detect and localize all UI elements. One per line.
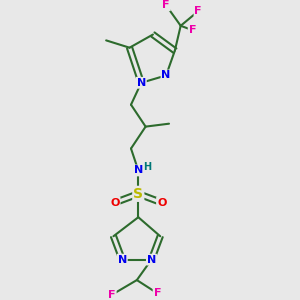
Text: N: N <box>147 255 156 265</box>
Text: F: F <box>108 290 116 300</box>
Text: O: O <box>157 198 166 208</box>
Text: F: F <box>154 288 161 298</box>
Text: N: N <box>134 166 143 176</box>
Text: N: N <box>118 255 127 265</box>
Text: F: F <box>189 25 196 35</box>
Text: N: N <box>161 70 171 80</box>
Text: F: F <box>194 6 202 16</box>
Text: F: F <box>162 0 170 10</box>
Text: O: O <box>110 198 120 208</box>
Text: S: S <box>133 187 143 201</box>
Text: N: N <box>136 78 146 88</box>
Text: H: H <box>144 162 152 172</box>
